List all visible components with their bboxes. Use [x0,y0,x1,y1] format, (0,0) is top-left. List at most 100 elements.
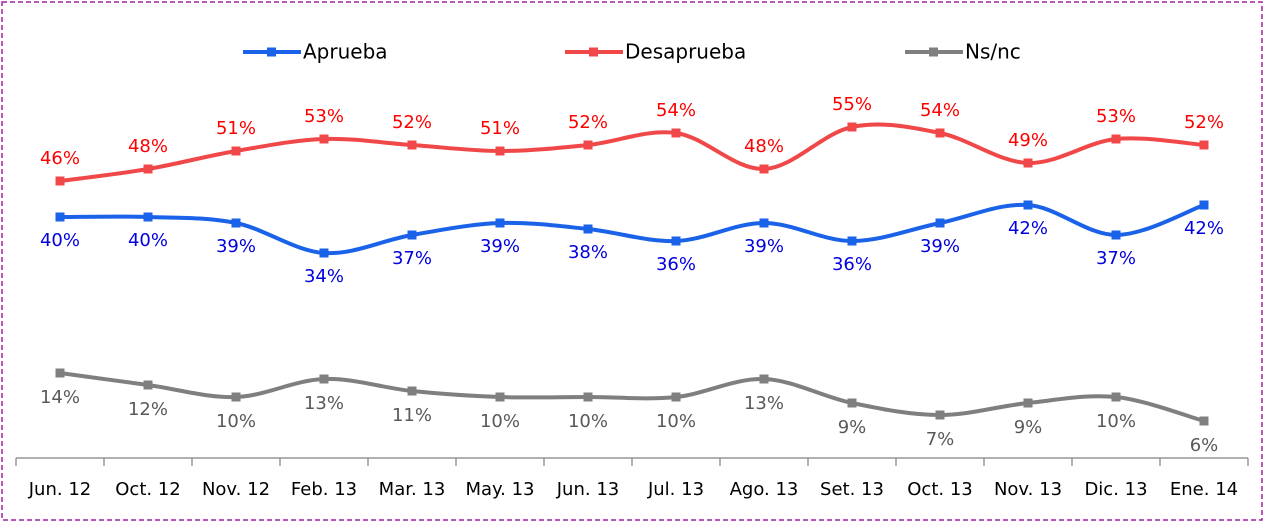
point-marker [143,164,153,174]
point-marker [319,374,329,384]
point-marker [1111,230,1121,240]
data-label: 42% [1008,218,1048,239]
x-tick-label: Oct. 13 [907,479,972,500]
data-label: 11% [392,405,432,426]
data-label: 55% [832,94,872,115]
data-label: 13% [744,393,784,414]
data-label: 36% [656,254,696,275]
data-label: 38% [568,242,608,263]
x-tick-label: Jul. 13 [647,479,704,500]
data-label: 10% [656,411,696,432]
data-label: 6% [1190,435,1219,456]
data-label: 39% [744,236,784,257]
point-marker [55,368,65,378]
data-label: 40% [40,230,80,251]
point-marker [759,374,769,384]
x-tick-label: Mar. 13 [379,479,446,500]
data-label: 51% [216,118,256,139]
point-marker [55,176,65,186]
data-label: 10% [216,411,256,432]
legend-marker [589,47,598,57]
point-marker [495,146,505,156]
point-marker [1023,200,1033,210]
point-marker [671,128,681,138]
point-marker [583,140,593,150]
data-label: 54% [656,100,696,121]
data-label: 52% [392,112,432,133]
point-marker [407,140,417,150]
x-tick-label: Oct. 12 [115,479,180,500]
data-label: 10% [1096,411,1136,432]
data-label: 49% [1008,130,1048,151]
data-label: 52% [568,112,608,133]
point-marker [671,236,681,246]
x-tick-label: Ago. 13 [730,479,799,500]
x-tick-label: May. 13 [466,479,535,500]
data-label: 9% [1014,417,1043,438]
data-label: 34% [304,266,344,287]
point-marker [143,212,153,222]
data-label: 52% [1184,112,1224,133]
data-label: 54% [920,100,960,121]
data-label: 7% [926,429,955,450]
point-marker [495,392,505,402]
data-label: 53% [1096,106,1136,127]
point-marker [759,164,769,174]
x-tick-label: Set. 13 [820,479,884,500]
data-label: 51% [480,118,520,139]
legend-marker [267,47,276,57]
data-label: 37% [1096,248,1136,269]
point-marker [583,392,593,402]
point-marker [143,380,153,390]
data-label: 48% [744,136,784,157]
point-marker [847,398,857,408]
point-marker [319,248,329,258]
legend-label: Ns/nc [965,40,1021,64]
point-marker [231,392,241,402]
data-label: 9% [838,417,867,438]
point-marker [1199,200,1209,210]
legend-label: Desaprueba [625,40,746,64]
point-marker [1023,158,1033,168]
data-label: 48% [128,136,168,157]
data-label: 46% [40,148,80,169]
data-label: 12% [128,399,168,420]
x-tick-label: Nov. 13 [994,479,1062,500]
legend-label: Aprueba [303,40,388,64]
data-label: 53% [304,106,344,127]
point-marker [1111,134,1121,144]
x-tick-label: Feb. 13 [291,479,357,500]
x-tick-label: Jun. 12 [28,479,91,500]
series-line [59,371,1205,423]
data-label: 36% [832,254,872,275]
point-marker [935,410,945,420]
data-label: 42% [1184,218,1224,239]
point-marker [407,386,417,396]
point-marker [935,128,945,138]
point-marker [759,218,769,228]
point-marker [847,122,857,132]
data-label: 37% [392,248,432,269]
legend-marker [929,47,938,57]
point-marker [1199,416,1209,426]
point-marker [231,146,241,156]
point-marker [671,392,681,402]
point-marker [407,230,417,240]
point-marker [583,224,593,234]
point-marker [1023,398,1033,408]
series-line [59,122,1205,183]
point-marker [1199,140,1209,150]
data-label: 39% [480,236,520,257]
point-marker [319,134,329,144]
data-label: 39% [920,236,960,257]
x-tick-label: Ene. 14 [1170,479,1238,500]
x-tick-label: Nov. 12 [202,479,270,500]
data-label: 40% [128,230,168,251]
point-marker [231,218,241,228]
data-label: 13% [304,393,344,414]
x-tick-label: Jun. 13 [556,479,619,500]
series-line [59,202,1205,256]
point-marker [935,218,945,228]
